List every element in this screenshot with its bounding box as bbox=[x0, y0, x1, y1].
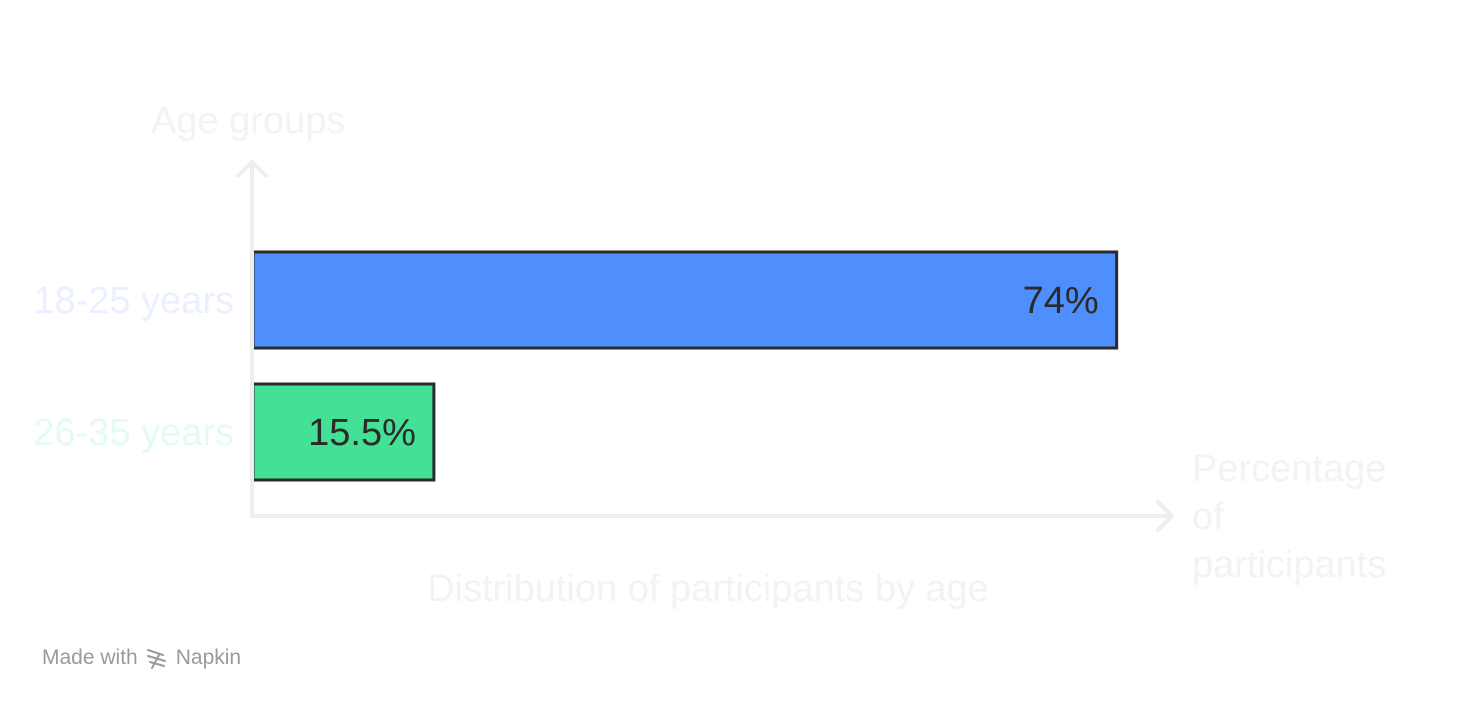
x-axis-label-line: participants bbox=[1192, 544, 1386, 586]
category-label: 26-35 years bbox=[33, 412, 234, 454]
x-axis-label-line: of bbox=[1192, 496, 1224, 538]
made-with-napkin-footer: Made with Napkin bbox=[42, 644, 241, 672]
bar-value-label: 74% bbox=[1023, 280, 1099, 322]
napkin-brand-text: Napkin bbox=[175, 646, 242, 669]
bar bbox=[251, 382, 436, 482]
bars-layer: 74% 18-25 years 15.5% 26-35 years bbox=[33, 250, 1119, 482]
chart-title: Distribution of participants by age bbox=[427, 568, 989, 610]
x-axis-label: Percentage of participants bbox=[1192, 448, 1397, 586]
napkin-logo-icon bbox=[146, 649, 166, 669]
bar bbox=[251, 250, 1119, 350]
category-label: 18-25 years bbox=[33, 280, 234, 322]
y-axis-arrow-icon bbox=[236, 160, 268, 178]
x-axis-arrow-icon bbox=[1156, 500, 1174, 532]
bar-value-label: 15.5% bbox=[308, 412, 416, 454]
x-axis-label-line: Percentage bbox=[1192, 448, 1386, 490]
made-with-text: Made with bbox=[42, 646, 138, 669]
axes-layer bbox=[236, 160, 1174, 532]
y-axis-label: Age groups bbox=[151, 100, 345, 142]
